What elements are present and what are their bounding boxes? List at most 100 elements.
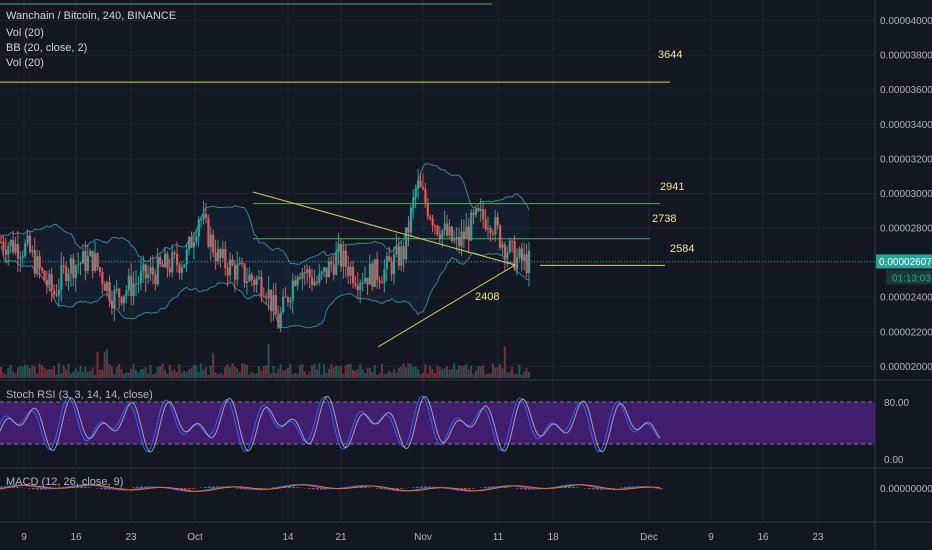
volume-bar <box>296 373 299 378</box>
volume-bar <box>77 371 80 378</box>
volume-bar <box>409 363 412 378</box>
symbol-title[interactable]: Wanchain / Bitcoin, 240, BINANCE <box>6 10 177 22</box>
macd-histogram-bar <box>208 486 211 488</box>
macd-histogram-bar <box>124 488 127 489</box>
volume-bar <box>511 366 514 378</box>
volume-bar <box>149 365 152 378</box>
candle-body <box>352 266 355 284</box>
candle-body <box>385 255 388 269</box>
legend-macd[interactable]: MACD (12, 26, close, 9) <box>6 476 124 488</box>
candle-body <box>57 289 61 296</box>
macd-histogram-bar <box>420 486 423 488</box>
volume-bar <box>378 373 381 378</box>
time-tick-label: Dec <box>640 532 658 543</box>
candle-body <box>523 254 526 261</box>
candle-body <box>241 262 244 264</box>
candle-body <box>81 250 85 264</box>
volume-bar <box>226 364 229 378</box>
candle-body <box>200 219 203 221</box>
candle-body <box>192 241 196 248</box>
candle-body <box>366 277 369 285</box>
macd-histogram-bar <box>44 488 47 490</box>
stoch-level-80: 80.00 <box>884 398 909 409</box>
macd-histogram-bar <box>612 488 615 489</box>
candle-body <box>412 197 415 208</box>
candle-body <box>474 208 478 215</box>
volume-bar <box>192 364 195 378</box>
volume-bar <box>48 369 51 378</box>
macd-histogram-bar <box>188 488 191 490</box>
candle-body <box>267 289 270 299</box>
candle-body <box>250 274 253 280</box>
volume-bar <box>313 363 316 378</box>
macd-histogram-bar <box>400 488 403 489</box>
volume-bar <box>195 365 198 378</box>
descending-trendline <box>252 191 516 266</box>
candle-body <box>127 275 130 291</box>
volume-bar <box>260 370 263 378</box>
volume-bar <box>479 366 482 378</box>
volume-bar <box>40 365 43 378</box>
candle-body <box>332 264 335 275</box>
candle-body <box>130 275 133 296</box>
volume-bar <box>494 367 497 378</box>
macd-histogram-bar <box>368 487 371 488</box>
volume-bar <box>371 371 374 378</box>
candle-body <box>45 280 49 286</box>
candle-body <box>115 288 118 290</box>
volume-bar <box>156 366 159 378</box>
volume-bar <box>491 363 494 378</box>
candle-body <box>349 266 352 276</box>
candle-body <box>209 234 212 247</box>
candle-body <box>282 296 285 313</box>
candle-body <box>33 250 36 274</box>
volume-bar <box>282 370 285 378</box>
volume-bar <box>163 369 166 378</box>
candle-body <box>168 268 171 273</box>
time-tick-label: 23 <box>812 532 824 543</box>
legend-stoch-rsi[interactable]: Stoch RSI (3, 3, 14, 14, close) <box>6 389 153 401</box>
candle-body <box>137 283 140 285</box>
bollinger-lower-band <box>0 245 530 329</box>
candle-body <box>380 282 384 284</box>
macd-histogram-bar <box>424 486 427 488</box>
volume-bar <box>262 366 265 378</box>
volume-bar <box>376 374 379 378</box>
legend-vol[interactable]: Vol (20) <box>6 27 44 39</box>
candle-body <box>327 261 331 278</box>
price-tick-label: 0.00002000 <box>880 362 932 373</box>
volume-bar <box>515 374 518 378</box>
volume-bar <box>298 365 301 378</box>
candle-body <box>159 256 162 265</box>
macd-histogram-bar <box>428 486 431 488</box>
candle-body <box>147 273 150 279</box>
macd-histogram-bar <box>108 488 111 490</box>
macd-histogram-bar <box>376 488 379 489</box>
candle-body <box>448 226 451 236</box>
volume-bar <box>366 367 369 378</box>
volume-bar <box>89 370 92 378</box>
candle-body <box>53 290 56 295</box>
candle-body <box>279 312 282 329</box>
volume-bar <box>183 370 186 378</box>
legend-vol-2[interactable]: Vol (20) <box>6 57 44 69</box>
macd-histogram-bar <box>524 488 527 490</box>
volume-bar <box>373 364 376 378</box>
volume-bar <box>349 363 352 378</box>
volume-bar <box>231 363 234 378</box>
candle-body <box>438 234 441 240</box>
candle-body <box>383 268 386 283</box>
volume-bar <box>4 374 7 378</box>
macd-histogram-bar <box>568 486 571 488</box>
legend-bollinger-bands[interactable]: BB (20, close, 2) <box>6 42 88 54</box>
volume-bar <box>311 365 314 378</box>
level-label-2408: 2408 <box>475 291 499 303</box>
candle-body <box>14 243 17 253</box>
stoch-d-line <box>0 395 661 453</box>
volume-bar <box>238 371 241 378</box>
candle-body <box>12 240 15 253</box>
macd-histogram-bar <box>308 488 311 489</box>
candle-body <box>118 288 121 298</box>
volume-bar <box>135 369 138 378</box>
candle-body <box>77 264 80 266</box>
